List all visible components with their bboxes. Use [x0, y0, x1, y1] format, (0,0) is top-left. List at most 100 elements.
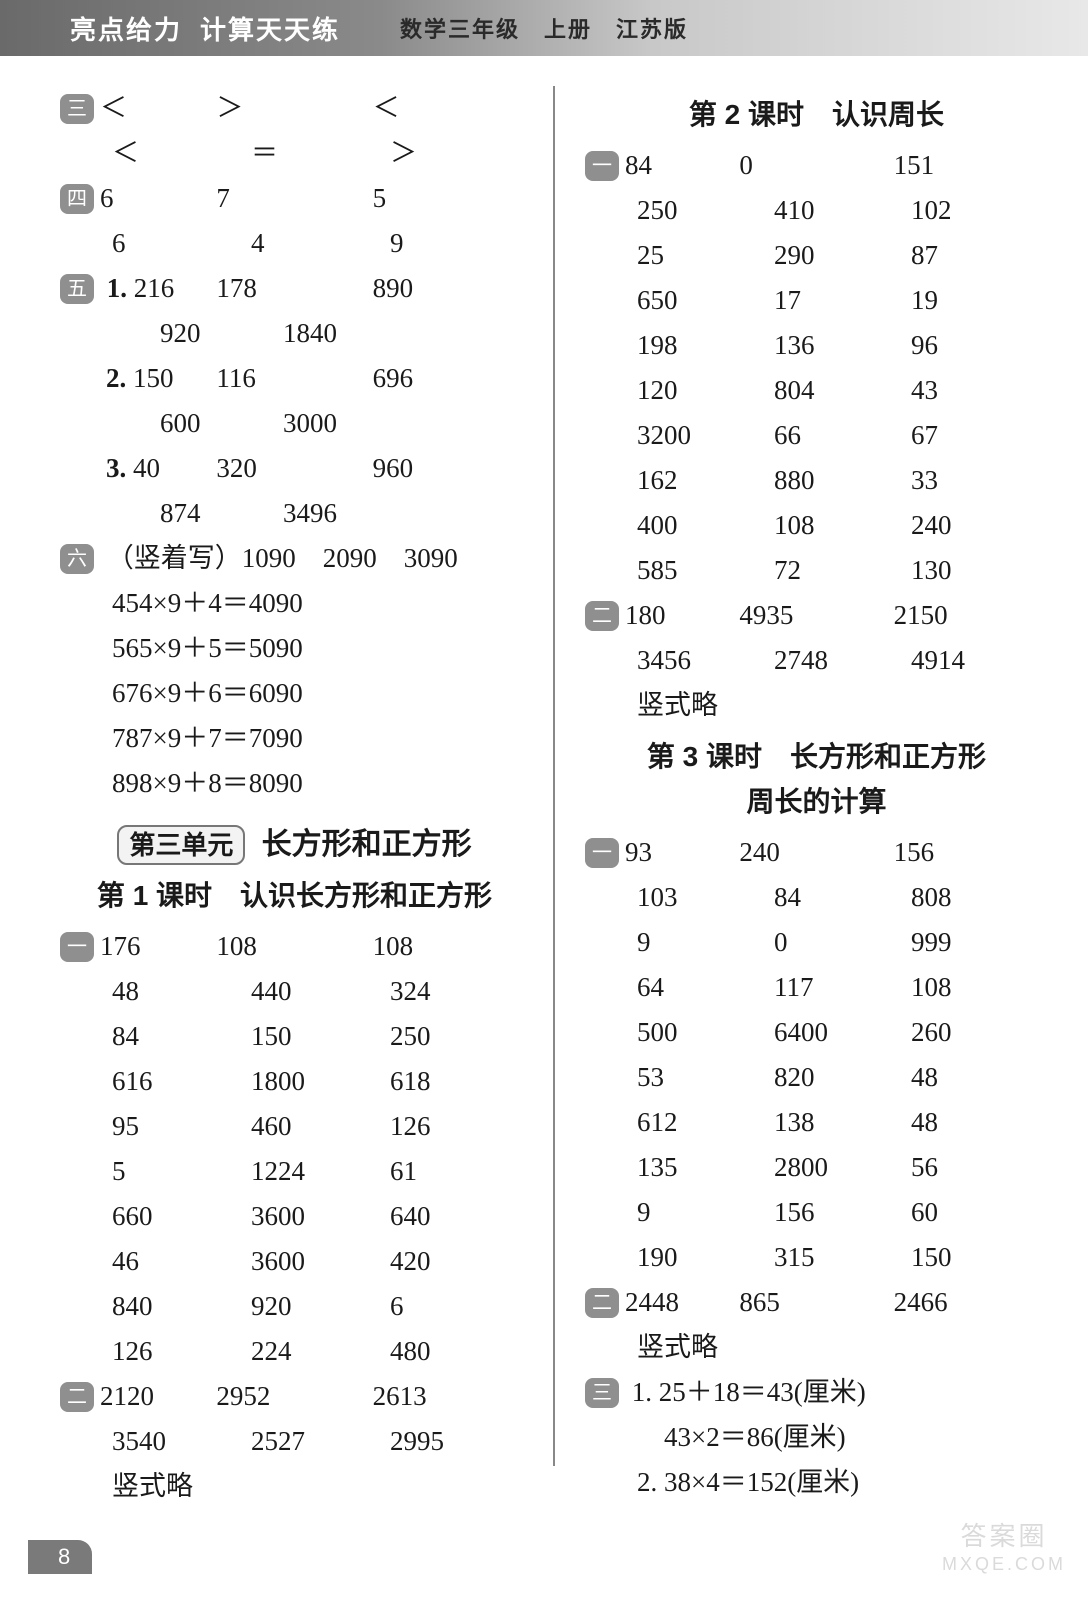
cell: 650 — [585, 278, 774, 323]
cell: 2748 — [774, 638, 911, 683]
cell: 696 — [373, 356, 529, 401]
l3-note: 竖式略 — [585, 1325, 1048, 1370]
lesson1-title: 第 1 课时 认识长方形和正方形 — [60, 873, 529, 918]
l2-note: 竖式略 — [585, 683, 1048, 728]
equation: 898×9＋8＝8090 — [60, 761, 529, 806]
cell: 三＜ — [60, 86, 216, 131]
cell: 四6 — [60, 176, 216, 221]
cell: 999 — [911, 920, 1048, 965]
cell: 130 — [911, 548, 1048, 593]
cell: 585 — [585, 548, 774, 593]
cell: 二180 — [585, 593, 739, 638]
table-row: 6003000 — [60, 401, 529, 446]
page-header: 亮点给力 计算天天练 数学三年级 上册 江苏版 — [0, 0, 1088, 56]
table-row: 一840151 — [585, 143, 1048, 188]
cell: 612 — [585, 1100, 774, 1145]
section-marker: 三 — [60, 94, 94, 124]
cell: 4935 — [739, 593, 893, 638]
cell: 117 — [774, 965, 911, 1010]
cell: 3456 — [585, 638, 774, 683]
cell: 87 — [911, 233, 1048, 278]
unit-name: 长方形和正方形 — [262, 828, 472, 861]
cell: 一84 — [585, 143, 739, 188]
cell — [406, 491, 529, 536]
section-marker: 一 — [585, 838, 619, 868]
cell: 96 — [911, 323, 1048, 368]
table-row: 2. 150116696 — [60, 356, 529, 401]
cell: ＜ — [373, 86, 529, 131]
table-row: 四675 — [60, 176, 529, 221]
cell: 43 — [911, 368, 1048, 413]
cell: 640 — [390, 1194, 529, 1239]
cell: 72 — [774, 548, 911, 593]
cell: 315 — [774, 1235, 911, 1280]
section-marker: 一 — [60, 932, 94, 962]
cell: 500 — [585, 1010, 774, 1055]
cell: ＜ — [60, 131, 251, 176]
table-row: 二18049352150 — [585, 593, 1048, 638]
cell: 1800 — [251, 1059, 390, 1104]
equation: 565×9＋5＝5090 — [60, 626, 529, 671]
table-row: 64117108 — [585, 965, 1048, 1010]
equation: 676×9＋6＝6090 — [60, 671, 529, 716]
cell: 46 — [60, 1239, 251, 1284]
cell: 240 — [911, 503, 1048, 548]
cell — [406, 401, 529, 446]
cell: 290 — [774, 233, 911, 278]
cell: 1840 — [283, 311, 406, 356]
table-row: 95460126 — [60, 1104, 529, 1149]
left-column: 三＜＞＜＜＝＞ 四675649 五 1. 21617889092018402. … — [60, 86, 547, 1509]
cell: 240 — [739, 830, 893, 875]
watermark-line2: MXQE.COM — [942, 1550, 1066, 1578]
cell: 150 — [911, 1235, 1048, 1280]
cell: 61 — [390, 1149, 529, 1194]
cell: 126 — [390, 1104, 529, 1149]
table-row: 6161800618 — [60, 1059, 529, 1104]
marker-six: 六 — [60, 544, 94, 574]
table-row: 3. 40320960 — [60, 446, 529, 491]
cell: 460 — [251, 1104, 390, 1149]
cell: 4914 — [911, 638, 1048, 683]
equation: 787×9＋7＝7090 — [60, 716, 529, 761]
table-row: ＜＝＞ — [60, 131, 529, 176]
cell: 440 — [251, 969, 390, 1014]
cell: 67 — [911, 413, 1048, 458]
watermark-line1: 答案圈 — [960, 1521, 1047, 1551]
cell: 3. 40 — [60, 446, 216, 491]
table-row: 8743496 — [60, 491, 529, 536]
cell: ＝ — [251, 131, 390, 176]
unit-title: 第三单元 长方形和正方形 — [60, 822, 529, 867]
lesson3-title-a: 第 3 课时 长方形和正方形 — [585, 734, 1048, 779]
cell — [406, 311, 529, 356]
table-row: 6603600640 — [60, 1194, 529, 1239]
cell: 66 — [774, 413, 911, 458]
unit-badge: 第三单元 — [117, 825, 245, 865]
cell: 103 — [585, 875, 774, 920]
cell: 19 — [911, 278, 1048, 323]
table-row: 463600420 — [60, 1239, 529, 1284]
section-marker: 三 — [585, 1378, 619, 1408]
cell: 260 — [911, 1010, 1048, 1055]
cell: 840 — [60, 1284, 251, 1329]
cell: 178 — [216, 266, 372, 311]
cell: 五 1. 216 — [60, 266, 216, 311]
table-row: 5122461 — [60, 1149, 529, 1194]
cell: 324 — [390, 969, 529, 1014]
cell: 126 — [60, 1329, 251, 1374]
section-marker: 二 — [60, 1382, 94, 1412]
cell: 6 — [60, 221, 251, 266]
watermark: 答案圈 MXQE.COM — [942, 1522, 1066, 1578]
table-row: 5006400260 — [585, 1010, 1048, 1055]
cell: 60 — [911, 1190, 1048, 1235]
cell: 198 — [585, 323, 774, 368]
cell: 2466 — [894, 1280, 1048, 1325]
cell: 2613 — [373, 1374, 529, 1419]
table-row: 6501719 — [585, 278, 1048, 323]
section-marker: 二 — [585, 1288, 619, 1318]
cell: 3600 — [251, 1194, 390, 1239]
table-row: 84150250 — [60, 1014, 529, 1059]
cell: 138 — [774, 1100, 911, 1145]
section-six: 六 （竖着写）1090 2090 3090 454×9＋4＝4090565×9＋… — [60, 536, 529, 806]
cell: 808 — [911, 875, 1048, 920]
cell: 156 — [894, 830, 1048, 875]
